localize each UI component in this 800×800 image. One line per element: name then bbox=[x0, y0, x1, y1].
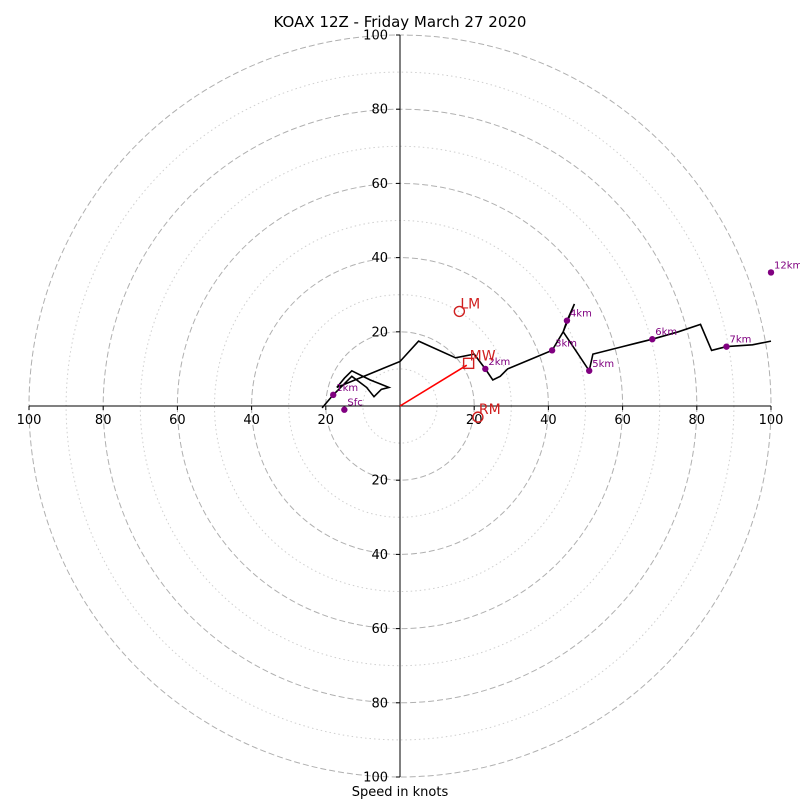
height-marker-label: 6km bbox=[655, 327, 677, 338]
x-tick-label: 20 bbox=[318, 413, 335, 428]
x-tick-label: 80 bbox=[689, 413, 706, 428]
x-tick-label: 40 bbox=[243, 413, 260, 428]
x-axis-label: Speed in knots bbox=[352, 785, 449, 800]
x-tick-label: 60 bbox=[614, 413, 631, 428]
chart-title: KOAX 12Z - Friday March 27 2020 bbox=[274, 13, 527, 31]
data-layer: Sfc 1km 2km 3km 4km 5km 6km 7km 12km LM MW RM bbox=[321, 260, 800, 423]
height-marker-point bbox=[586, 367, 593, 374]
height-marker-label: 2km bbox=[488, 357, 510, 368]
storm-motion-marker bbox=[453, 305, 466, 318]
height-marker-label: 3km bbox=[555, 338, 577, 349]
storm-motion-marker bbox=[462, 357, 475, 370]
y-tick-label: 100 bbox=[363, 771, 388, 786]
height-marker-point bbox=[563, 317, 571, 324]
height-marker-label: Sfc bbox=[347, 398, 362, 409]
storm-motion-label: MW bbox=[470, 348, 496, 364]
height-marker-point bbox=[723, 343, 730, 350]
y-tick-label: 20 bbox=[371, 325, 388, 340]
x-tick-label: 80 bbox=[95, 413, 112, 428]
storm-motion-marker bbox=[472, 411, 484, 423]
height-marker-point bbox=[548, 347, 556, 354]
x-tick-label: 100 bbox=[759, 413, 784, 428]
height-marker-label: 12km bbox=[774, 260, 800, 271]
y-tick-label: 40 bbox=[371, 251, 388, 266]
y-tick-label: 60 bbox=[371, 177, 388, 192]
height-marker-point bbox=[330, 391, 337, 399]
height-marker-point bbox=[482, 365, 489, 373]
y-tick-label: 80 bbox=[371, 103, 388, 118]
y-tick-label: 20 bbox=[371, 474, 388, 489]
height-marker-label: 5km bbox=[592, 359, 614, 370]
hodograph-line bbox=[321, 303, 772, 409]
y-tick-label: 60 bbox=[371, 622, 388, 637]
storm-motion-label: RM bbox=[479, 402, 501, 418]
x-tick-label: 40 bbox=[540, 413, 557, 428]
tick-labels: 100 80 60 40 20 20 40 60 80 100100806040202040608… bbox=[17, 29, 784, 786]
height-marker-point bbox=[767, 269, 775, 276]
shear-vector bbox=[399, 364, 468, 407]
height-marker-point bbox=[649, 336, 656, 343]
storm-motion-label: LM bbox=[460, 296, 480, 312]
x-tick-label: 60 bbox=[169, 413, 186, 428]
height-marker-label: 7km bbox=[729, 335, 751, 346]
y-tick-label: 80 bbox=[371, 696, 388, 711]
y-tick-label: 100 bbox=[363, 29, 388, 44]
y-tick-label: 40 bbox=[371, 548, 388, 563]
height-marker-label: 4km bbox=[570, 309, 592, 320]
x-tick-label: 100 bbox=[17, 413, 42, 428]
height-marker-point bbox=[341, 406, 348, 413]
height-marker-label: 1km bbox=[336, 383, 358, 394]
